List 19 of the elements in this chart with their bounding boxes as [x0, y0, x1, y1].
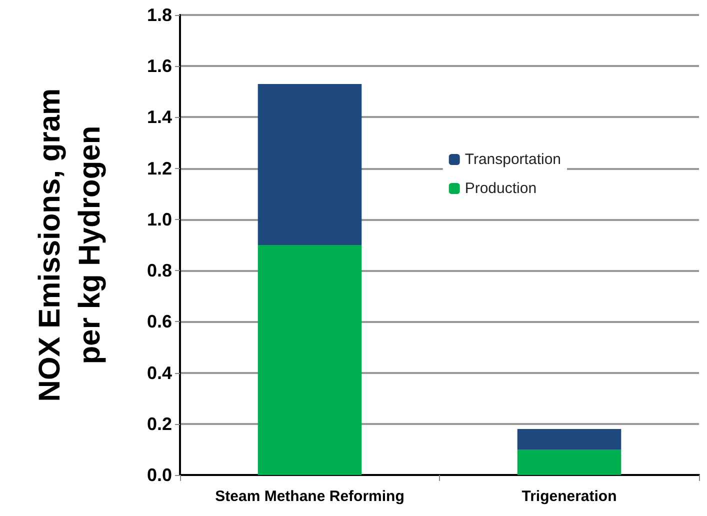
- y-tick-label: 0.8: [146, 260, 172, 281]
- y-tick-label: 0.6: [146, 312, 172, 332]
- bar: [517, 449, 622, 475]
- legend-label: Production: [464, 180, 537, 197]
- y-tick-label: 1.4: [146, 107, 172, 128]
- legend-label: Transportation: [464, 151, 562, 168]
- bar: [258, 245, 362, 475]
- y-tick-label: 1.6: [146, 56, 172, 76]
- x-tick-label: Steam Methane Reforming: [215, 488, 404, 505]
- bar: [517, 429, 622, 450]
- y-tick-label: 1.0: [146, 209, 172, 230]
- y-axis-title: NOX Emissions, gram per kg Hydrogen: [34, 88, 106, 402]
- y-tick-label: 0.0: [146, 465, 172, 485]
- y-tick-label: 1.2: [146, 158, 172, 178]
- y-tick-label: 0.2: [146, 414, 172, 434]
- y-tick-label: 1.8: [146, 5, 172, 25]
- y-tick-label: 0.4: [146, 362, 172, 383]
- x-tick-label: Trigeneration: [522, 488, 617, 505]
- bar: [258, 84, 362, 245]
